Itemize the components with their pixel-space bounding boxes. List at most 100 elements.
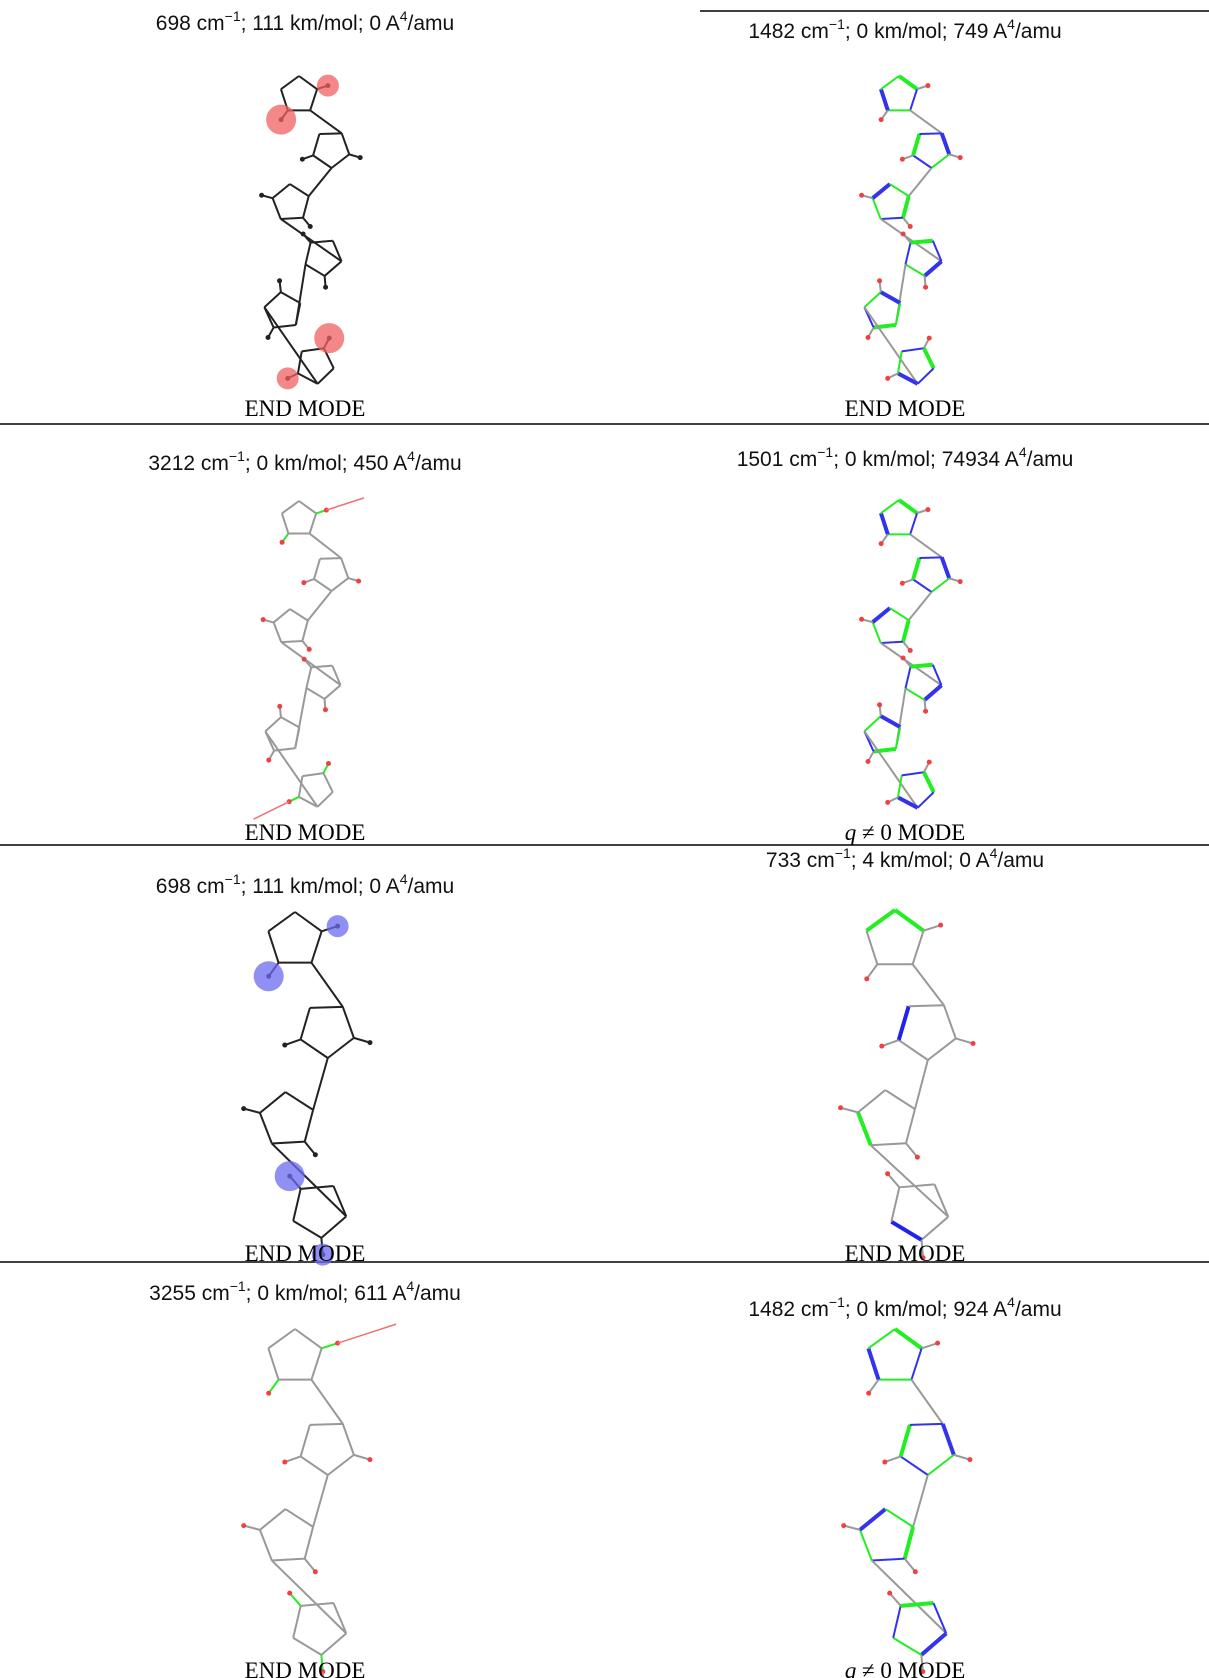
ring-bond — [313, 578, 333, 592]
atom-dot — [920, 1669, 926, 1675]
substituent-bond — [284, 1038, 301, 1046]
ring-bond — [340, 557, 350, 579]
link-bond — [909, 533, 943, 559]
atom-dot — [967, 1457, 973, 1463]
atom-dot — [914, 1154, 920, 1160]
atom-dot — [926, 759, 932, 765]
ring-bond — [302, 772, 324, 778]
ring-bond — [908, 1004, 944, 1008]
link-bond — [911, 963, 945, 1006]
ring-bond — [341, 1006, 355, 1039]
link-bond — [913, 1059, 929, 1110]
label-superscript: −1 — [228, 448, 245, 464]
label-superscript: 4 — [1007, 1294, 1015, 1310]
ring-bond — [289, 183, 310, 197]
atom-dot — [323, 284, 329, 290]
atom-dot — [957, 155, 963, 161]
atom-dot — [322, 707, 328, 713]
atom-dot — [923, 708, 929, 714]
substituent-bond — [955, 1037, 974, 1045]
link-bond — [307, 167, 333, 197]
label-superscript: 4 — [1007, 16, 1015, 32]
atom-dot — [865, 758, 871, 764]
atom-dot — [241, 1106, 247, 1112]
atom-dot — [282, 1042, 288, 1048]
atom-dot — [277, 703, 283, 709]
mode-label: 698 cm−1; 111 km/mol; 0 A4/amu — [5, 872, 605, 899]
link-bond — [880, 218, 943, 263]
ring-bond — [879, 290, 902, 305]
displacement-dot — [276, 367, 299, 390]
ring-bond — [905, 1108, 916, 1144]
label-text: /amu — [407, 875, 455, 898]
ring-bond — [890, 1219, 923, 1242]
ring-bond — [892, 1637, 922, 1656]
ring-bond — [880, 216, 904, 220]
footer-text: END MODE — [244, 1658, 366, 1678]
ring-bond — [871, 1557, 905, 1562]
label-text: ; 0 km/mol; 611 A — [245, 1282, 407, 1305]
ring-bond — [894, 726, 902, 750]
label-text: 3212 cm — [148, 452, 229, 475]
ring-bond — [902, 1526, 916, 1560]
mode-footer: END MODE — [5, 1658, 605, 1678]
label-superscript: 4 — [406, 1278, 415, 1294]
mode-label: 1501 cm−1; 0 km/mol; 74934 A4/amu — [605, 445, 1205, 472]
ring-bond — [331, 665, 342, 686]
ring-bond — [897, 371, 919, 386]
substituent-bond — [953, 1453, 971, 1461]
atom-dot — [865, 334, 871, 340]
ring-bond — [304, 263, 326, 277]
atom-dot — [838, 1105, 844, 1111]
label-text: 1501 cm — [736, 448, 818, 471]
atom-dot — [912, 1569, 918, 1575]
atom-dot — [877, 702, 883, 708]
atom-dot — [323, 507, 329, 513]
footer-text: END MODE — [244, 396, 366, 421]
ring-bond — [341, 1423, 355, 1456]
atom-dot — [885, 375, 891, 381]
ring-bond — [281, 500, 300, 515]
ring-bond — [879, 714, 902, 729]
ring-bond — [323, 260, 343, 277]
ring-bond — [316, 367, 335, 385]
footer-text: END MODE — [844, 396, 966, 421]
ring-bond — [904, 687, 926, 701]
link-bond — [271, 1559, 347, 1635]
ring-bond — [909, 88, 919, 111]
ring-bond — [889, 607, 910, 621]
label-superscript: −1 — [817, 444, 834, 460]
ring-bond — [910, 1348, 923, 1380]
ring-bond — [304, 242, 312, 265]
ring-bond — [896, 775, 903, 798]
atom-dot — [279, 539, 285, 545]
ring-bond — [909, 512, 919, 535]
ring-bond — [930, 153, 950, 169]
ring-bond — [267, 1348, 280, 1380]
ring-bond — [319, 557, 342, 560]
label-superscript: 4 — [1018, 444, 1027, 460]
displacement-arrow — [337, 1323, 397, 1344]
mode-label: 1482 cm−1; 0 km/mol; 749 A4/amu — [605, 17, 1205, 44]
ring-bond — [294, 302, 302, 326]
link-bond — [907, 591, 933, 621]
label-superscript: −1 — [224, 8, 241, 24]
label-text: /amu — [1014, 20, 1062, 43]
ring-bond — [310, 931, 323, 963]
ring-bond — [865, 908, 897, 933]
ring-bond — [292, 1220, 322, 1239]
displacement-dot — [316, 74, 339, 97]
ring-bond — [942, 1004, 957, 1039]
link-bond — [310, 962, 344, 1008]
substituent-bond — [923, 924, 941, 932]
link-bond — [312, 1474, 329, 1528]
ring-bond — [900, 1455, 929, 1476]
ring-bond — [939, 132, 952, 156]
ring-bond — [298, 75, 318, 90]
atom-dot — [907, 648, 913, 654]
atom-dot — [885, 1171, 891, 1177]
substituent-bond — [903, 1558, 917, 1573]
displacement-dot — [266, 104, 297, 135]
atom-dot — [877, 278, 883, 284]
substituent-bond — [840, 1106, 859, 1114]
